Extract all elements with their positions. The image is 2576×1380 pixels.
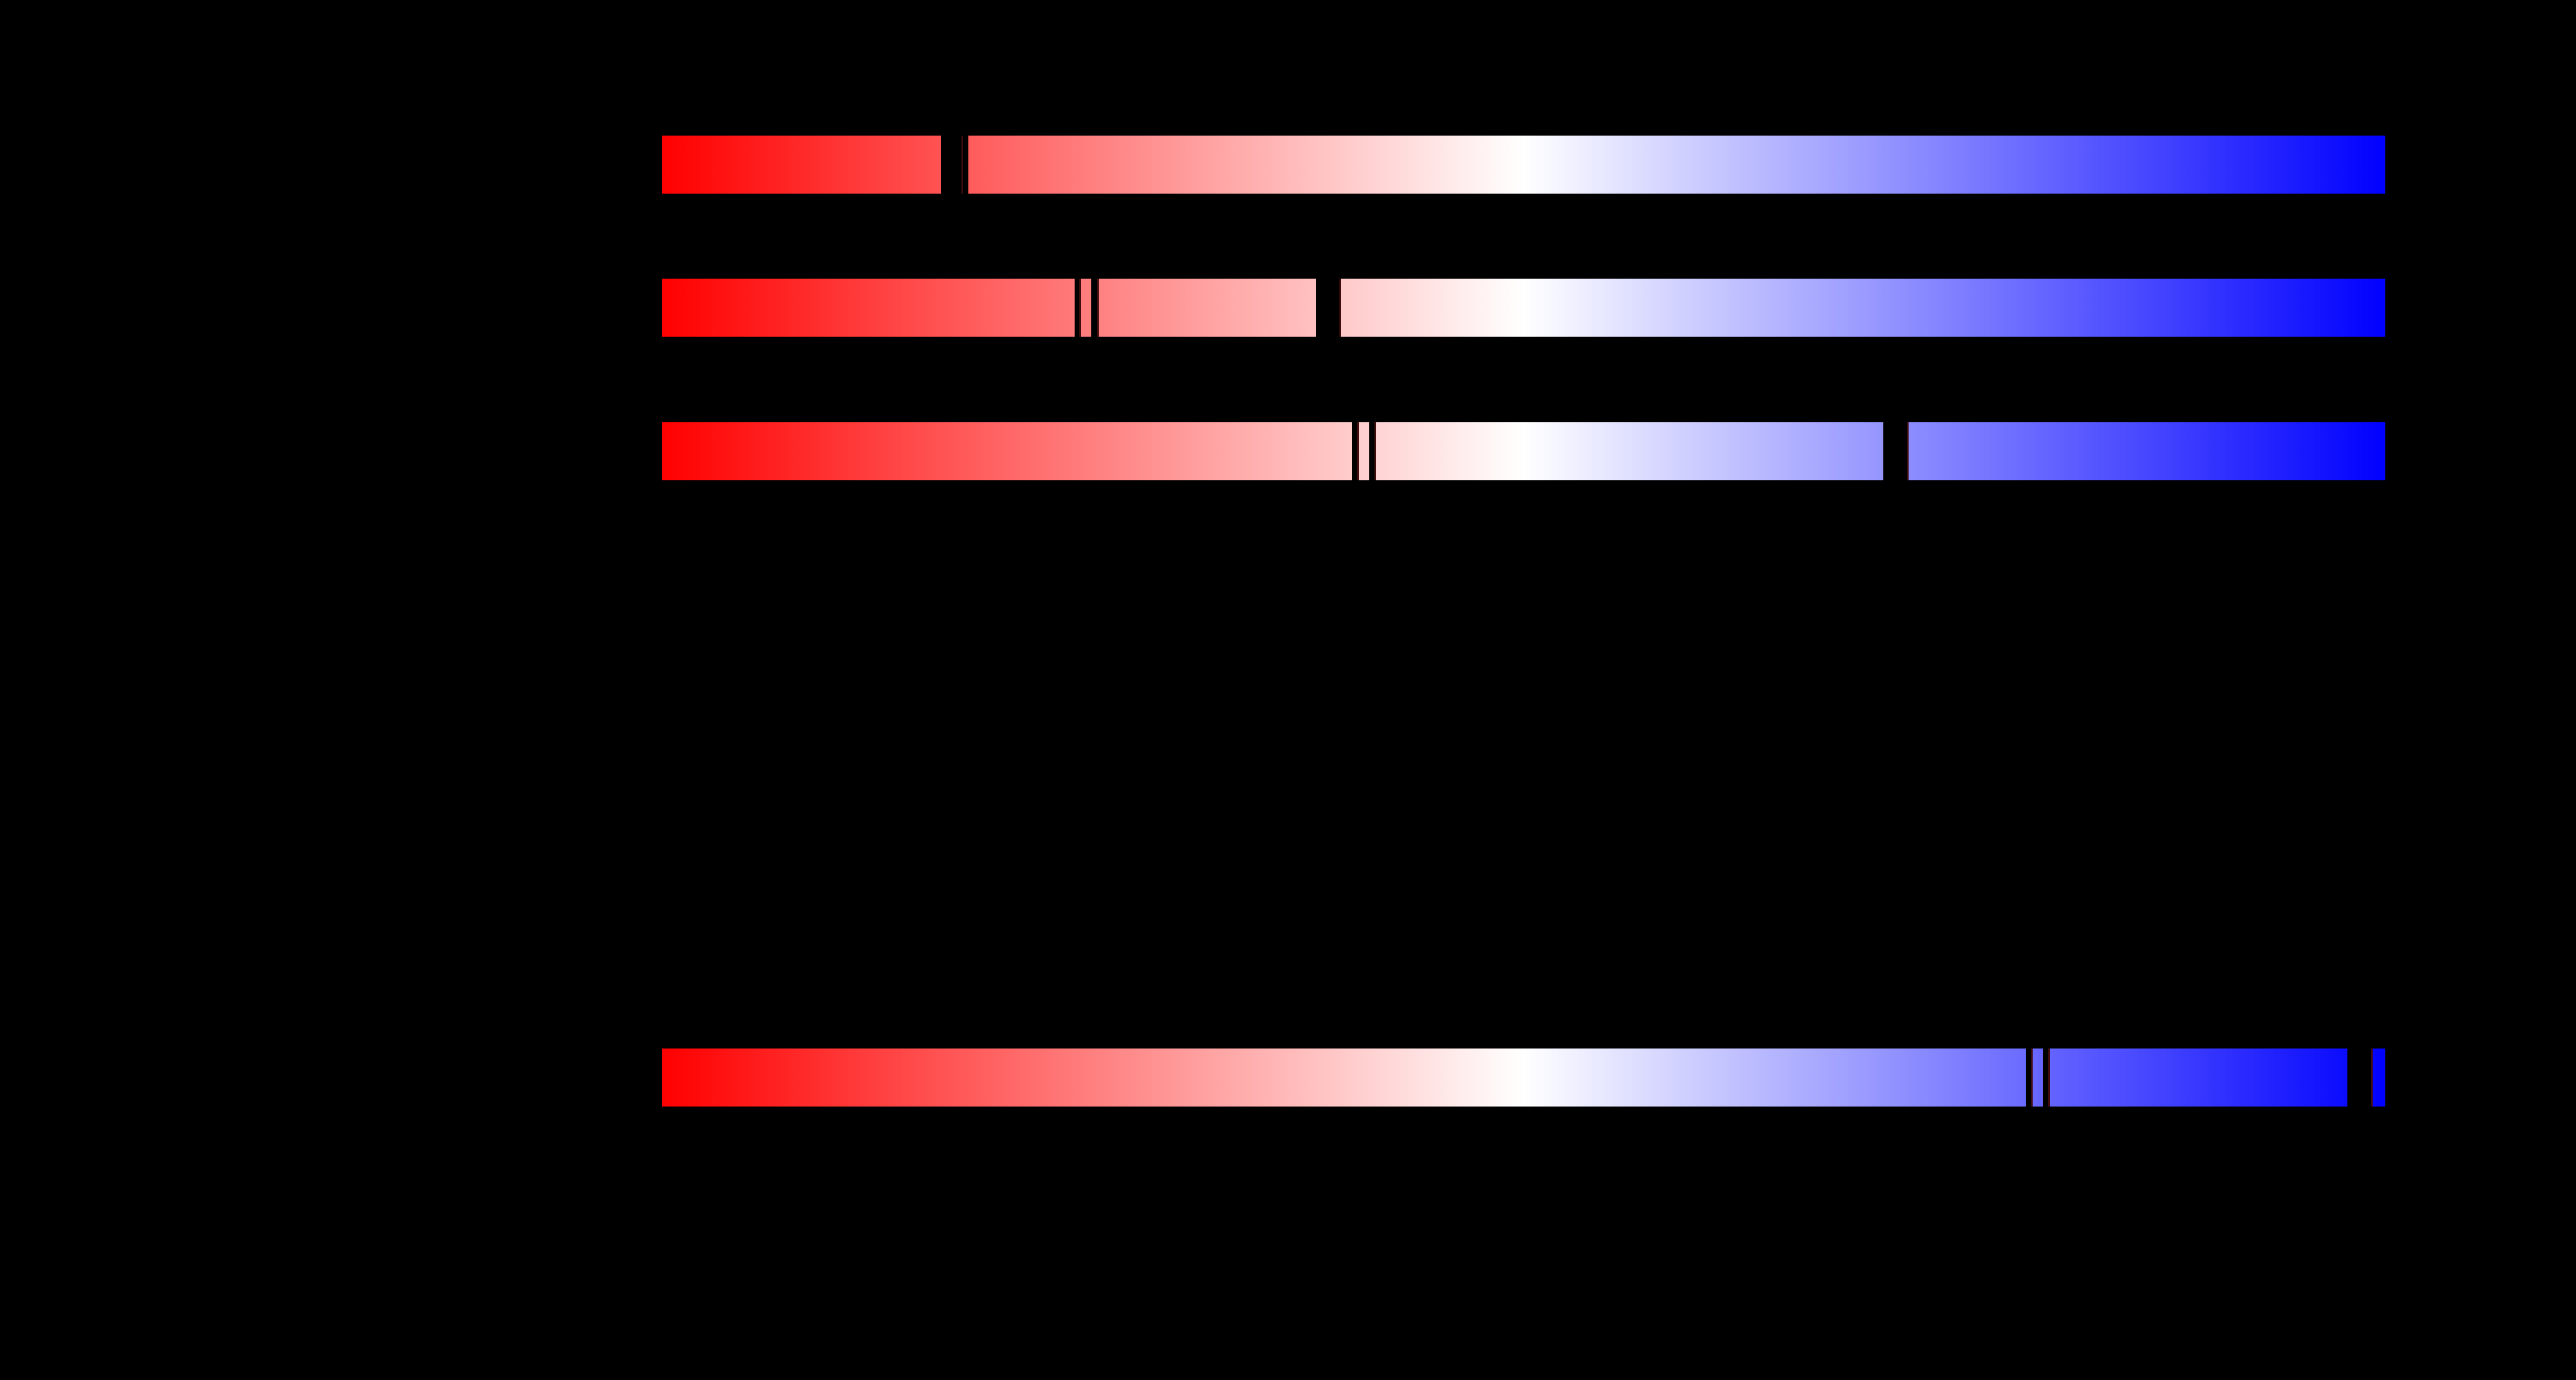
boundary-tick xyxy=(1907,422,1909,480)
timeline-bar-3 xyxy=(662,422,2385,481)
boundary-tick xyxy=(1079,279,1081,337)
boundary-tick xyxy=(2048,1049,2050,1107)
boundary-tick xyxy=(2371,1049,2373,1107)
segment-gap xyxy=(1316,278,1339,337)
boundary-tick xyxy=(1357,422,1359,480)
segment-gap xyxy=(1369,422,1374,481)
segment-gap xyxy=(1075,278,1079,337)
boundary-tick xyxy=(1374,422,1376,480)
boundary-tick xyxy=(1339,279,1341,337)
timeline-bar-2 xyxy=(662,278,2385,337)
segment-gap xyxy=(941,135,968,194)
segment-gap xyxy=(1091,278,1097,337)
segment-gap xyxy=(2347,1048,2371,1107)
boundary-tick xyxy=(1097,279,1099,337)
timeline-bar-4 xyxy=(662,1048,2385,1107)
segment-gap xyxy=(2043,1048,2048,1107)
segment-gap xyxy=(2026,1048,2031,1107)
segment-gap xyxy=(1352,422,1357,481)
timeline-bar-1 xyxy=(662,135,2385,194)
boundary-tick xyxy=(2031,1049,2033,1107)
segment-gap xyxy=(1883,422,1907,481)
boundary-tick xyxy=(961,136,963,194)
